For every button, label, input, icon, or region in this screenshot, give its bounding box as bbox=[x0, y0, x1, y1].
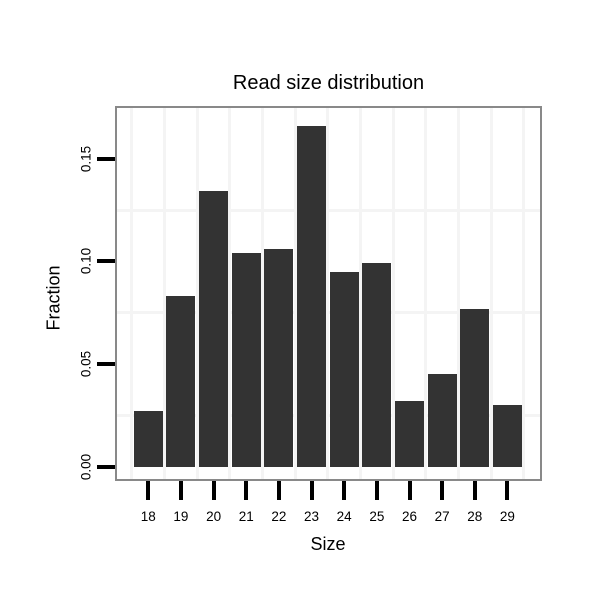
bar-23 bbox=[297, 125, 327, 467]
minor-gridline-vertical bbox=[195, 108, 199, 479]
x-tick bbox=[472, 481, 477, 500]
y-tick bbox=[97, 362, 115, 367]
x-tick bbox=[276, 481, 281, 500]
x-tick bbox=[211, 481, 216, 500]
minor-gridline-vertical bbox=[424, 108, 428, 479]
bar-25 bbox=[362, 263, 392, 467]
x-tick-label: 18 bbox=[140, 509, 156, 524]
x-tick bbox=[505, 481, 510, 500]
x-tick bbox=[244, 481, 249, 500]
y-tick-label: 0.05 bbox=[78, 351, 94, 378]
bar-20 bbox=[199, 191, 229, 467]
minor-gridline-vertical bbox=[456, 108, 460, 479]
x-tick bbox=[374, 481, 379, 500]
y-tick-label: 0.10 bbox=[78, 248, 94, 275]
x-tick bbox=[178, 481, 183, 500]
y-tick-label: 0.15 bbox=[78, 145, 94, 172]
bar-22 bbox=[264, 249, 294, 467]
x-tick bbox=[342, 481, 347, 500]
minor-gridline-vertical bbox=[228, 108, 232, 479]
y-tick bbox=[97, 259, 115, 264]
minor-gridline-vertical bbox=[130, 108, 134, 479]
bar-19 bbox=[166, 296, 196, 467]
chart-title: Read size distribution bbox=[232, 72, 425, 94]
bar-29 bbox=[492, 405, 522, 467]
minor-gridline-vertical bbox=[391, 108, 395, 479]
x-tick-label: 22 bbox=[271, 509, 287, 524]
y-tick bbox=[97, 465, 115, 469]
x-tick-label: 29 bbox=[499, 509, 515, 524]
x-tick-label: 28 bbox=[467, 509, 483, 524]
bar-24 bbox=[329, 271, 359, 467]
bar-28 bbox=[460, 308, 490, 467]
minor-gridline-vertical bbox=[489, 108, 493, 479]
x-tick bbox=[440, 481, 445, 500]
x-tick-label: 26 bbox=[401, 509, 418, 524]
x-tick-label: 23 bbox=[304, 509, 320, 524]
x-tick-label: 20 bbox=[206, 509, 222, 524]
x-tick-label: 21 bbox=[238, 509, 254, 524]
x-axis-title: Size bbox=[310, 534, 346, 554]
x-tick-label: 25 bbox=[369, 509, 385, 524]
x-tick bbox=[309, 481, 314, 500]
x-tick bbox=[407, 481, 412, 500]
minor-gridline-vertical bbox=[163, 108, 167, 479]
minor-gridline-vertical bbox=[326, 108, 330, 479]
x-tick-label: 27 bbox=[434, 509, 450, 524]
x-tick-label: 24 bbox=[336, 509, 352, 524]
minor-gridline-vertical bbox=[359, 108, 363, 479]
minor-gridline-vertical bbox=[261, 108, 265, 479]
minor-gridline-vertical bbox=[293, 108, 297, 479]
minor-gridline-vertical bbox=[522, 108, 526, 479]
plot-panel bbox=[115, 106, 542, 481]
y-tick bbox=[97, 156, 115, 161]
bar-27 bbox=[427, 374, 457, 467]
y-tick-label: 0.00 bbox=[78, 453, 94, 481]
x-tick bbox=[146, 481, 151, 500]
bar-18 bbox=[133, 411, 163, 467]
bar-21 bbox=[231, 253, 261, 467]
x-tick-label: 19 bbox=[173, 509, 189, 524]
bar-26 bbox=[395, 401, 424, 467]
y-axis-title: Fraction bbox=[43, 265, 64, 331]
